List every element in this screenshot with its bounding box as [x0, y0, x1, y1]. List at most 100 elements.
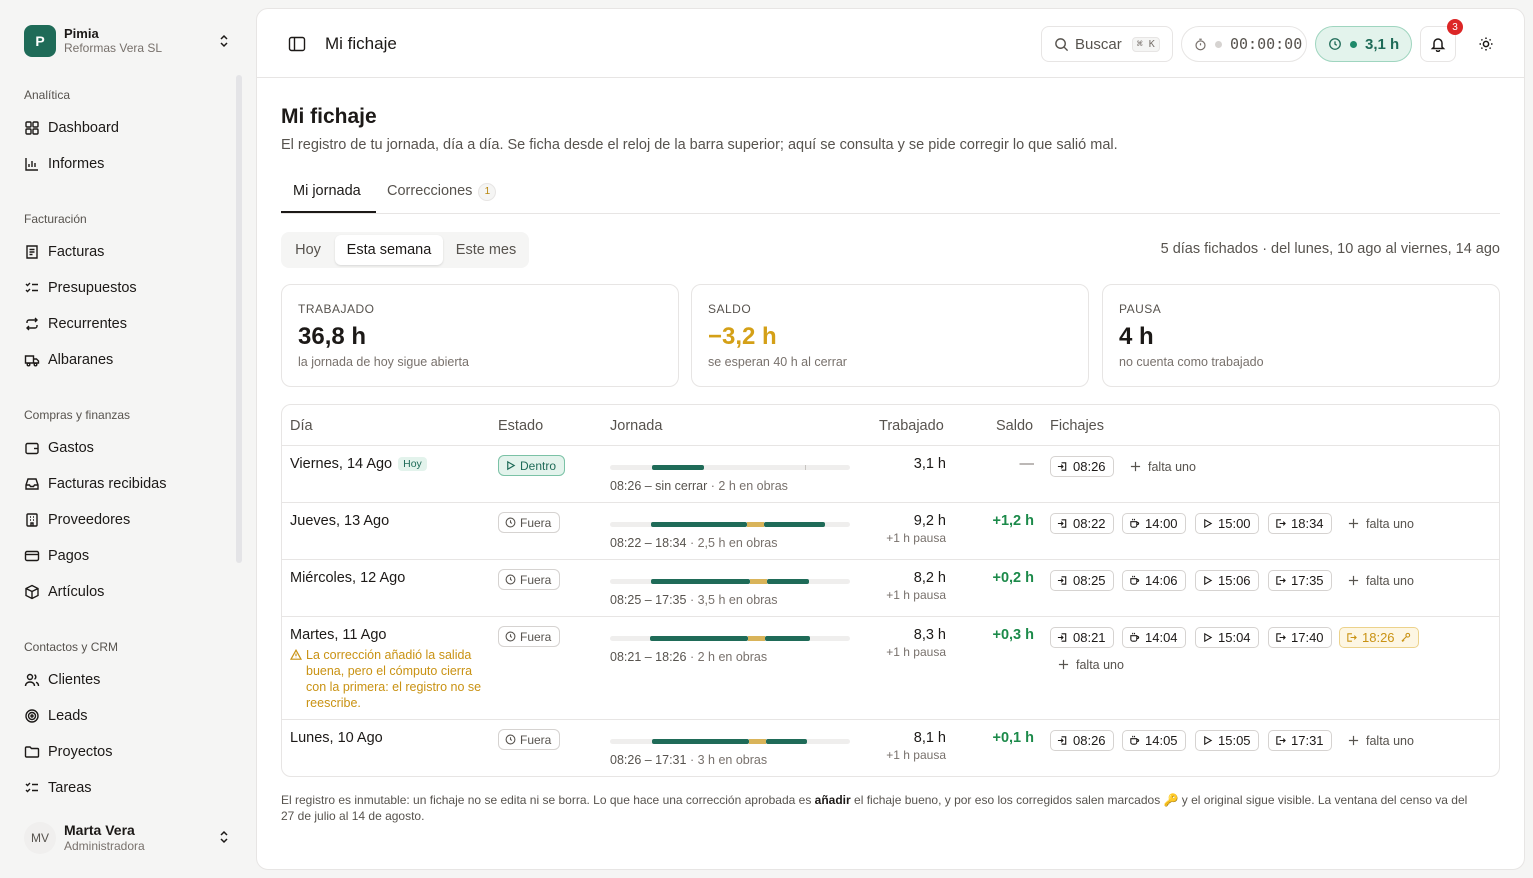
punch-entry[interactable]: 08:22: [1050, 513, 1114, 534]
punch-pause-start[interactable]: 14:06: [1122, 570, 1186, 591]
sidebar-item-leads[interactable]: Leads: [24, 702, 224, 730]
sidebar-item-clientes[interactable]: Clientes: [24, 666, 224, 694]
period-selector: Hoy Esta semana Este mes: [281, 232, 529, 268]
punch-exit[interactable]: 17:40: [1268, 627, 1332, 648]
sidebar-item-pagos[interactable]: Pagos: [24, 542, 224, 570]
status-label: Fuera: [520, 572, 552, 587]
punch-pause-start[interactable]: 14:05: [1122, 730, 1186, 751]
sidebar-scrollbar[interactable]: [236, 75, 242, 563]
punch-entry[interactable]: 08:21: [1050, 627, 1114, 648]
timer-value: 00:00:00: [1230, 35, 1303, 53]
receipt-icon: [26, 245, 38, 259]
notifications-button[interactable]: 3: [1420, 19, 1463, 62]
sidebar-item-presupuestos[interactable]: Presupuestos: [24, 274, 224, 302]
punch-pause-start[interactable]: 14:00: [1122, 513, 1186, 534]
table-row[interactable]: Martes, 11 Ago La corrección añadió la s…: [282, 616, 1499, 719]
punch-time: 14:04: [1145, 630, 1178, 645]
obras-hours: · 2 h en obras: [689, 650, 768, 664]
worked-segment: [652, 465, 704, 470]
sidebar-item-tareas[interactable]: Tareas: [24, 774, 224, 802]
search-button[interactable]: Buscar ⌘ K: [1041, 26, 1173, 62]
sidebar-item-recurrentes[interactable]: Recurrentes: [24, 310, 224, 338]
table-row[interactable]: Viernes, 14 Ago Hoy Dentro 08:26 – sin ce…: [282, 445, 1499, 502]
tab-mi-jornada[interactable]: Mi jornada: [293, 183, 361, 199]
worked-segment: [650, 636, 748, 641]
punch-time: 08:26: [1073, 459, 1106, 474]
sidebar-item-facturas-recibidas[interactable]: Facturas recibidas: [24, 470, 224, 498]
org-switcher[interactable]: P Pimia Reformas Vera SL: [24, 24, 236, 58]
sidebar-item-proyectos[interactable]: Proyectos: [24, 738, 224, 766]
card-value: −3,2 h: [708, 323, 777, 350]
org-logo: P: [24, 25, 56, 57]
user-name: Marta Vera: [64, 822, 135, 838]
tab-label: Mi jornada: [293, 183, 361, 199]
footnote-text-2: el fichaje bueno, y por eso los corregid…: [281, 793, 1468, 823]
punch-exit[interactable]: 17:35: [1268, 570, 1332, 591]
sidebar-item-articulos[interactable]: Artículos: [24, 578, 224, 606]
missing-label: falta uno: [1366, 733, 1414, 748]
card-trabajado: TRABAJADO 36,8 h la jornada de hoy sigue…: [281, 284, 679, 387]
obras-hours: · 2 h en obras: [710, 479, 788, 493]
add-missing-punch[interactable]: falta uno: [1348, 730, 1414, 751]
card-value: 36,8 h: [298, 323, 367, 350]
clock-timer[interactable]: 00:00:00: [1181, 26, 1307, 62]
day-label: Viernes, 14 Ago: [290, 456, 393, 472]
worked-segment: [765, 636, 810, 641]
user-menu[interactable]: MV Marta Vera Administradora: [24, 820, 236, 856]
section-compras: Compras y finanzas: [24, 408, 131, 422]
sidebar-item-albaranes[interactable]: Albaranes: [24, 346, 224, 374]
footnote-text: El registro es inmutable: un fichaje no …: [281, 793, 815, 807]
punch-entry[interactable]: 08:25: [1050, 570, 1114, 591]
table-row[interactable]: Lunes, 10 Ago Fuera 08:26 – 17:31 · 3 h …: [282, 719, 1499, 776]
missing-label: falta uno: [1366, 516, 1414, 531]
punch-exit[interactable]: 17:31: [1268, 730, 1332, 751]
jornada-text: 08:26 – sin cerrar · 2 h en obras: [610, 479, 788, 493]
table-row[interactable]: Jueves, 13 Ago Fuera 08:22 – 18:34 · 2,5…: [282, 502, 1499, 559]
period-hoy[interactable]: Hoy: [295, 242, 321, 258]
sidebar-toggle-icon[interactable]: [288, 36, 306, 52]
punch-resume[interactable]: 15:04: [1195, 627, 1259, 648]
day-label: Lunes, 10 Ago: [290, 730, 383, 746]
punch-resume[interactable]: 15:05: [1195, 730, 1259, 751]
bell-icon: [1430, 38, 1446, 52]
punch-time: 15:05: [1218, 733, 1251, 748]
add-missing-punch[interactable]: falta uno: [1348, 570, 1414, 591]
punch-entry[interactable]: 08:26: [1050, 730, 1114, 751]
sidebar-item-facturas[interactable]: Facturas: [24, 238, 224, 266]
worked-hours-pill[interactable]: 3,1 h: [1315, 26, 1412, 62]
jornada-text: 08:25 – 17:35 · 3,5 h en obras: [610, 593, 778, 607]
period-esta-semana[interactable]: Esta semana: [335, 235, 443, 265]
log-out-icon: [1276, 633, 1286, 642]
sidebar-item-informes[interactable]: Informes: [24, 150, 224, 178]
sidebar-item-proveedores[interactable]: Proveedores: [24, 506, 224, 534]
punch-resume[interactable]: 15:06: [1195, 570, 1259, 591]
pause-value: +1 h pausa: [886, 748, 946, 762]
punch-time: 15:04: [1218, 630, 1251, 645]
punch-entry[interactable]: 08:26: [1050, 456, 1114, 477]
page-title: Mi fichaje: [281, 105, 377, 128]
search-label: Buscar: [1075, 35, 1122, 53]
main-panel: Mi fichaje Buscar ⌘ K 00:00:00 3,1 h 3 M…: [256, 8, 1525, 870]
missing-label: falta uno: [1148, 459, 1196, 474]
theme-toggle-button[interactable]: [1468, 26, 1504, 62]
clock-icon: [1329, 38, 1341, 50]
sidebar-item-gastos[interactable]: Gastos: [24, 434, 224, 462]
sidebar-item-label: Pagos: [48, 548, 90, 564]
punch-exit[interactable]: 18:34: [1268, 513, 1332, 534]
sidebar-item-dashboard[interactable]: Dashboard: [24, 114, 224, 142]
card-label: TRABAJADO: [298, 302, 375, 316]
punch-corrected-exit[interactable]: 18:26: [1339, 627, 1419, 648]
tab-correcciones[interactable]: Correcciones 1: [387, 183, 497, 201]
add-missing-punch[interactable]: falta uno: [1130, 456, 1196, 477]
status-label: Fuera: [520, 515, 552, 530]
punch-time: 15:06: [1218, 573, 1251, 588]
punch-resume[interactable]: 15:00: [1195, 513, 1259, 534]
table-row[interactable]: Miércoles, 12 Ago Fuera 08:25 – 17:35 · …: [282, 559, 1499, 616]
play-icon: [1204, 518, 1213, 529]
add-missing-punch[interactable]: falta uno: [1058, 654, 1124, 675]
key-icon: [1400, 632, 1410, 643]
punch-pause-start[interactable]: 14:04: [1122, 627, 1186, 648]
add-missing-punch[interactable]: falta uno: [1348, 513, 1414, 534]
card-label: SALDO: [708, 302, 752, 316]
period-este-mes[interactable]: Este mes: [455, 242, 517, 258]
